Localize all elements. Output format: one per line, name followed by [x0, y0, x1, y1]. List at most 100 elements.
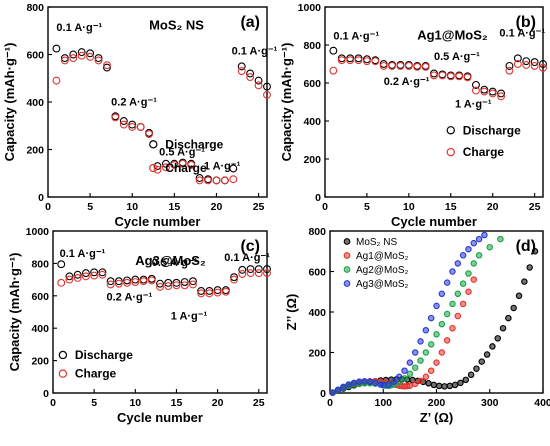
- data-point: [153, 162, 162, 171]
- x-tick-label: 0: [50, 397, 56, 409]
- y-tick-label: 800: [26, 2, 44, 14]
- data-point: [465, 270, 472, 277]
- legend-label: Ag1@MoS₂: [356, 251, 409, 262]
- data-point: [446, 382, 454, 390]
- data-point: [421, 62, 430, 71]
- data-point: [145, 130, 154, 139]
- data-point: [497, 235, 504, 243]
- rate-annotation: 0.2 A·g⁻¹: [111, 97, 157, 109]
- data-point: [329, 389, 336, 396]
- data-point: [238, 269, 247, 278]
- data-point: [390, 378, 398, 386]
- data-point: [187, 160, 196, 169]
- data-point: [417, 338, 424, 345]
- data-point: [94, 56, 103, 65]
- data-point: [81, 269, 90, 278]
- data-point: [153, 165, 162, 174]
- data-point: [454, 290, 462, 298]
- data-point: [98, 270, 107, 279]
- data-point: [229, 164, 238, 173]
- data-point: [451, 381, 459, 389]
- data-point: [195, 176, 204, 185]
- y-tick-label: 600: [31, 291, 49, 303]
- data-point: [123, 276, 132, 285]
- data-point: [106, 277, 115, 286]
- data-point: [526, 264, 533, 271]
- x-tick-label: 20: [211, 201, 223, 213]
- x-tick-label: 5: [91, 397, 97, 409]
- x-axis-title: Z’ (Ω): [420, 410, 454, 425]
- data-point: [197, 286, 206, 295]
- data-point: [411, 349, 419, 356]
- legend-marker: [343, 238, 351, 245]
- y-tick-label: 200: [308, 348, 326, 360]
- data-point: [425, 380, 432, 387]
- data-point: [212, 176, 221, 185]
- data-point: [246, 73, 255, 82]
- data-point: [388, 61, 397, 70]
- y-tick-label: 200: [26, 145, 44, 157]
- data-point: [114, 277, 123, 286]
- data-point: [486, 243, 493, 251]
- y-tick-label: 1000: [298, 2, 322, 14]
- data-point: [128, 120, 137, 129]
- data-point: [430, 71, 438, 80]
- data-point: [505, 66, 514, 75]
- rate-annotation: 0.5 A·g⁻¹: [152, 257, 198, 269]
- data-point: [522, 57, 531, 66]
- x-tick-label: 20: [487, 201, 499, 213]
- data-point: [459, 300, 467, 308]
- x-tick-label: 200: [428, 397, 446, 409]
- data-point: [52, 76, 61, 85]
- data-point: [455, 72, 464, 81]
- data-point: [385, 381, 392, 389]
- data-point: [433, 359, 440, 366]
- legend-label: Discharge: [165, 137, 223, 151]
- legend-marker: [343, 252, 351, 259]
- legend-label: Ag2@MoS₂: [356, 265, 409, 276]
- x-tick-label: 15: [445, 201, 457, 213]
- data-point: [465, 245, 472, 253]
- data-point: [417, 377, 424, 385]
- y-tick-label: 0: [320, 388, 326, 400]
- y-tick-label: 600: [26, 50, 44, 62]
- data-point: [483, 351, 491, 358]
- data-point: [60, 54, 69, 63]
- data-point: [379, 61, 388, 70]
- data-point: [119, 117, 128, 125]
- y-tick-label: 600: [308, 267, 326, 279]
- legend-marker: [58, 369, 68, 378]
- data-point: [188, 277, 197, 286]
- data-point: [81, 272, 90, 281]
- data-point: [354, 56, 363, 65]
- x-axis-title: Cycle number: [117, 410, 203, 425]
- data-point: [480, 87, 489, 96]
- data-point: [204, 176, 212, 185]
- data-point: [481, 231, 488, 239]
- y-tick-label: 400: [308, 307, 326, 319]
- data-point: [213, 288, 222, 297]
- data-point: [361, 378, 368, 385]
- data-point: [195, 174, 204, 182]
- data-point: [180, 281, 189, 290]
- data-point: [379, 382, 387, 389]
- data-point: [433, 331, 440, 338]
- data-point: [128, 122, 137, 131]
- legend-marker: [58, 350, 68, 360]
- legend-label: Charge: [165, 161, 207, 175]
- y-tick-label: 800: [308, 226, 326, 238]
- data-point: [86, 52, 95, 61]
- y-tick-label: 800: [31, 258, 49, 270]
- data-point: [172, 281, 181, 290]
- data-point: [467, 371, 475, 379]
- data-point: [263, 269, 271, 278]
- data-point: [475, 252, 483, 259]
- data-point: [438, 290, 446, 298]
- data-point: [237, 67, 246, 76]
- x-tick-label: 0: [45, 201, 51, 213]
- data-point: [172, 278, 181, 287]
- x-tick-label: 100: [374, 397, 392, 409]
- data-point: [443, 337, 451, 344]
- data-point: [337, 56, 346, 65]
- data-point: [478, 358, 486, 365]
